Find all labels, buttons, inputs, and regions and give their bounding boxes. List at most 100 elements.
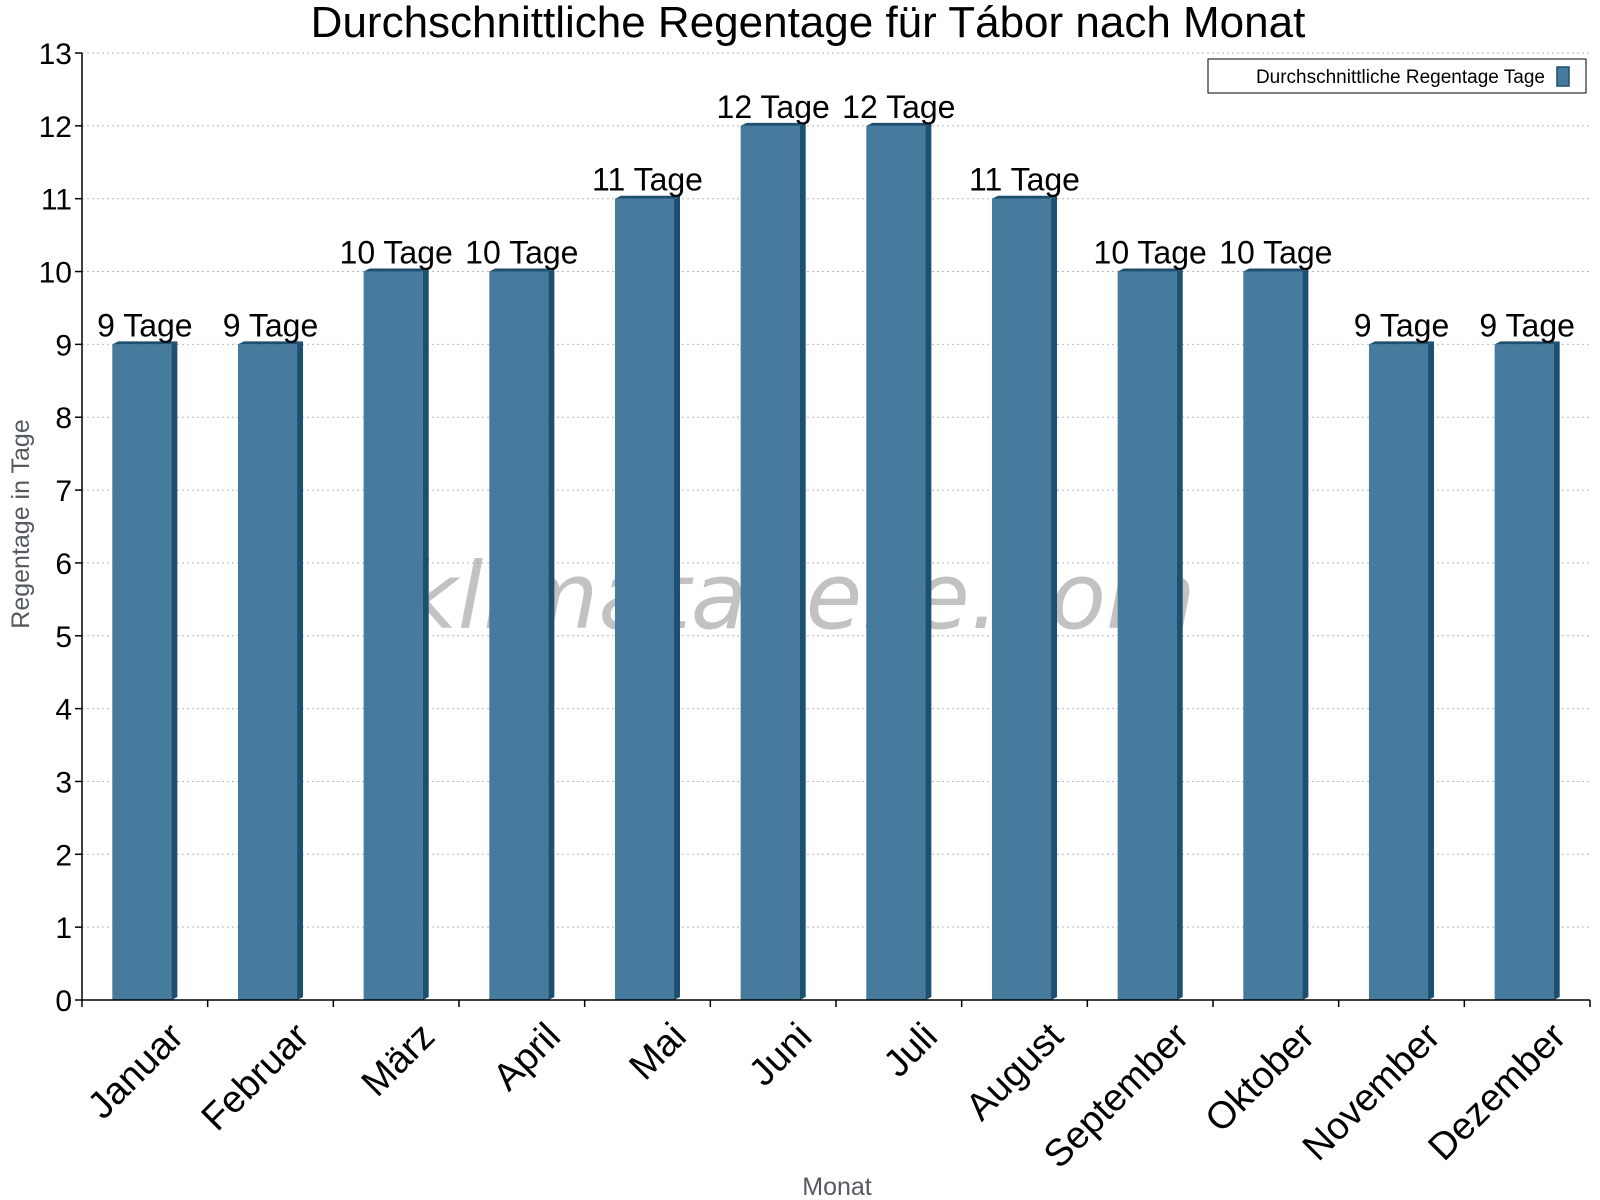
data-label: 10 Tage [1219,235,1332,271]
bar-juli [866,122,932,1001]
data-label: 9 Tage [97,307,193,343]
data-label: 11 Tage [969,162,1080,198]
chart-title: Durchschnittliche Regentage für Tábor na… [311,0,1306,47]
bar-front [991,198,1052,1000]
y-tick-label: 12 [39,111,72,144]
bar-april [489,268,555,1000]
bar-side [674,195,681,1000]
bar-top [1494,341,1560,345]
bar-dezember [1494,341,1560,1000]
x-tick-label: März [354,1015,443,1104]
x-tick-label: Oktober [1198,1015,1324,1141]
x-tick-label: November [1295,1015,1449,1169]
x-axis-title: Monat [802,1173,872,1200]
legend-box [1207,58,1587,94]
y-tick-label: 11 [41,184,72,217]
legend-swatch [1556,66,1570,87]
data-label: 12 Tage [842,89,955,125]
grid-lines [82,52,1590,928]
bar-side [1051,195,1058,1000]
x-tick-label: April [485,1015,568,1098]
bar-side [297,341,304,1000]
y-tick-label: 3 [55,766,72,799]
bar-front [1494,344,1554,1000]
x-tick-label: Dezember [1421,1015,1575,1169]
x-tick-label: Juli [876,1015,946,1085]
bar-top [112,341,178,345]
bar-side [1428,341,1435,1000]
bar-front [1243,271,1303,1000]
y-tick-label: 1 [55,912,72,945]
bar-front [614,198,675,1000]
y-tick-label: 13 [39,38,72,71]
x-tick-label: Januar [80,1015,192,1127]
bar-top [991,195,1058,199]
bar-side [925,122,932,1001]
bar-top [237,341,304,345]
data-label: 10 Tage [340,235,453,271]
data-label: 9 Tage [1479,307,1575,343]
bar-front [1117,271,1177,1000]
bar-august [991,195,1058,1000]
bar-top [1368,341,1435,345]
x-tick-label: Mai [622,1015,695,1088]
data-label: 10 Tage [1094,235,1207,271]
bar-front [489,271,549,1000]
y-tick-label: 5 [55,621,72,654]
x-tick-label: August [958,1015,1072,1129]
y-axis-title: Regentage in Tage [7,419,35,628]
legend: Durchschnittliche Regentage Tage [1207,58,1587,94]
data-labels: 9 Tage 9 Tage 10 Tage 10 Tage 11 Tage 12 Tage… [97,89,1575,344]
bar-mai [614,195,681,1000]
bars [112,122,1560,1001]
bar-september [1117,268,1183,1000]
bar-februar [237,341,304,1000]
bar-side [548,268,555,1000]
y-tick-label: 7 [55,475,72,508]
y-tick-label: 2 [55,839,72,872]
bar-märz [363,268,429,1000]
bar-front [1368,344,1429,1000]
bar-front [237,344,298,1000]
data-label: 9 Tage [223,307,319,343]
legend-label: Durchschnittliche Regentage Tage [1256,67,1545,88]
bar-november [1368,341,1435,1000]
data-label: 10 Tage [465,235,578,271]
bar-top [614,195,681,199]
bar-side [422,268,429,1000]
x-tick-label: Juni [741,1015,820,1094]
x-tick-label: Februar [194,1015,318,1139]
bar-front [112,344,172,1000]
bar-side [171,341,178,1000]
bar-top [1243,268,1309,272]
data-label: 12 Tage [717,89,830,125]
y-tick-label: 8 [55,402,72,435]
bar-side [1302,268,1309,1000]
bar-side [1553,341,1560,1000]
y-tick-label: 6 [55,548,72,581]
bar-top [489,268,555,272]
y-tick-label: 10 [39,257,72,290]
data-label: 11 Tage [592,162,703,198]
data-label: 9 Tage [1354,307,1450,343]
y-tick-label: 9 [55,329,72,362]
y-tick-label: 0 [55,985,72,1018]
bar-top [1117,268,1183,272]
bar-side [799,122,806,1001]
y-tick-label: 4 [55,694,72,727]
bar-front [866,125,926,1001]
x-tick-labels: Januar Februar März April Mai Juni Juli AugustS… [80,1000,1591,1176]
bar-top [866,122,932,126]
bar-januar [112,341,178,1000]
axes [81,53,1590,1001]
bar-top [740,122,806,126]
bar-top [363,268,429,272]
bar-front [740,125,800,1001]
bar-oktober [1243,268,1309,1000]
bar-side [1176,268,1183,1000]
bar-front [363,271,423,1000]
bar-juni [740,122,806,1001]
